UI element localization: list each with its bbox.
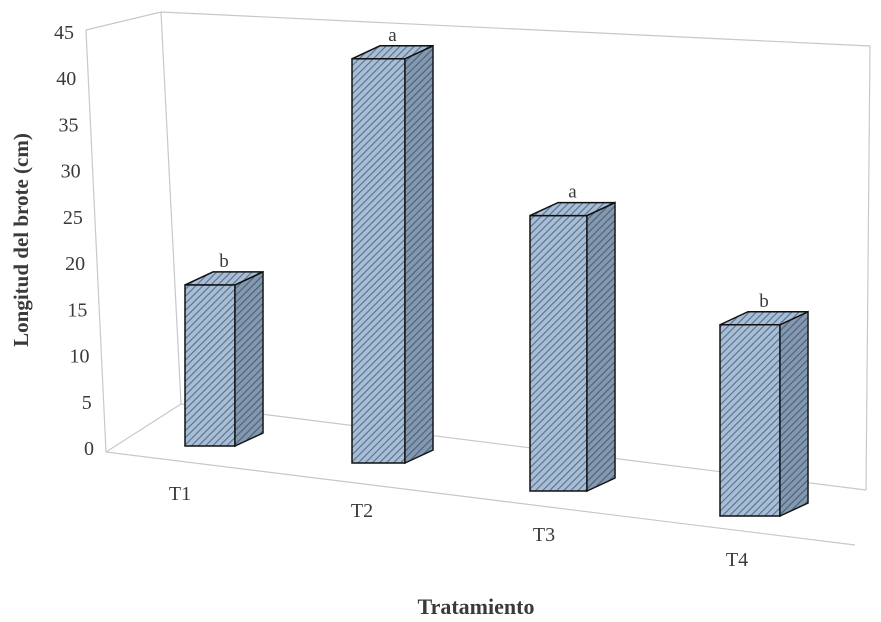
bar-top-face [719,311,809,326]
y-tick-label: 35 [58,114,78,136]
x-tick-label: T4 [726,549,748,571]
y-axis-label: Longitud del brote (cm) [9,133,33,347]
y-tick-label: 25 [63,207,83,229]
bar-data-label: b [759,291,769,312]
y-tick-label: 15 [67,299,87,321]
floor-front-edge [105,451,856,546]
bar-data-label: a [568,182,577,203]
bar-t2: a [351,25,434,465]
bar-top-face [351,45,434,60]
back-wall-frame [85,11,871,491]
x-axis-label: Tratamiento [418,594,535,617]
x-axis-ticks: T1 T2 T3 T4 [169,483,748,571]
x-tick-label: T1 [169,483,191,505]
x-tick-label: T2 [351,500,373,522]
bar-data-label: a [388,25,397,46]
y-tick-label: 10 [70,346,90,368]
y-tick-label: 5 [82,392,92,414]
x-tick-label: T3 [533,524,555,546]
bar-side-shade [405,45,433,464]
y-tick-label: 20 [65,253,85,275]
bar-t3: a [529,182,616,493]
floor-left-edge [105,403,182,453]
bar-t4: b [719,291,809,518]
y-tick-label: 0 [84,438,94,460]
left-wall-edge [85,29,107,453]
bar-top-face [529,201,616,217]
y-axis-ticks: 0 5 10 15 20 25 30 35 40 45 [54,22,94,460]
bar-t1: b [184,251,264,448]
bar-front-face [719,324,781,517]
y-tick-label: 40 [56,68,76,90]
y-tick-label: 30 [61,161,81,183]
bar-front-face [184,284,236,447]
bar-side-shade [587,202,615,491]
bar-top-face [184,271,264,286]
bars: b a a b [184,25,809,518]
bar-side-shade [780,311,808,516]
bar-front-face [529,214,588,492]
bar-front-face [351,58,406,464]
bar-side-shade [235,271,263,446]
back-wall-left-edge [160,11,182,405]
bar-data-label: b [219,251,229,272]
y-tick-label: 45 [54,22,74,44]
